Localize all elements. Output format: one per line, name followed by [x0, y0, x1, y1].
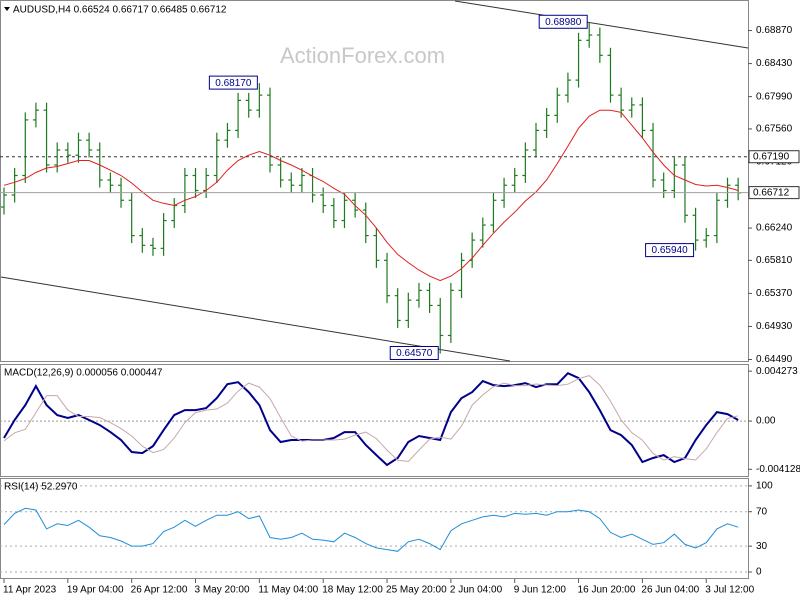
x-tick-label: 11 Apr 2023	[3, 585, 57, 596]
annotation-label: 0.68980	[545, 17, 582, 28]
x-tick-label: 11 May 04:00	[258, 585, 318, 596]
y-tick-label: 100	[756, 481, 773, 492]
annotation-box	[538, 14, 588, 29]
y-tick-label: 0.65370	[756, 288, 793, 299]
signal-line	[3, 375, 739, 463]
panel-title: RSI(14) 52.2970	[4, 482, 78, 493]
y-tick-label: 0.004273	[756, 366, 798, 377]
annotation-label: 0.64570	[396, 348, 433, 359]
y-tick-label: 30	[756, 541, 768, 552]
y-tick-label: -0.004128	[756, 464, 800, 475]
title-arrow	[4, 7, 10, 11]
watermark: ActionForex.com	[280, 43, 445, 68]
x-tick-label: 16 Jun 20:00	[578, 585, 636, 596]
y-tick-label: 0.64930	[756, 321, 793, 332]
x-tick-label: 26 Jun 04:00	[641, 585, 699, 596]
x-tick-label: 3 May 20:00	[195, 585, 250, 596]
y-tick-label: 0.00	[756, 416, 776, 427]
rsi-line	[3, 507, 739, 552]
x-tick-label: 26 Apr 12:00	[131, 585, 188, 596]
level-label: 0.67190	[753, 151, 790, 162]
y-tick-label: 0	[756, 567, 762, 578]
x-tick-label: 2 Jun 04:00	[450, 585, 503, 596]
y-tick-label: 0.66240	[756, 223, 793, 234]
annotation-box	[645, 243, 695, 258]
x-tick-label: 3 Jul 12:00	[705, 585, 754, 596]
y-tick-label: 0.64490	[756, 354, 793, 365]
price-panel	[0, 0, 749, 362]
x-tick-label: 9 Jun 12:00	[514, 585, 567, 596]
panel-title: MACD(12,26,9) 0.000056 0.000447	[4, 368, 163, 379]
annotation-box	[389, 345, 439, 360]
moving-average	[3, 109, 739, 282]
level-label: 0.66712	[753, 187, 790, 198]
level-box	[748, 186, 800, 200]
y-tick-label: 0.68430	[756, 58, 793, 69]
macd-panel	[0, 364, 749, 477]
level-box	[748, 150, 800, 164]
annotation-label: 0.65940	[652, 245, 689, 256]
x-tick-label: 19 Apr 04:00	[67, 585, 124, 596]
annotation-box	[208, 75, 258, 90]
y-tick-label: 0.67560	[756, 124, 793, 135]
channel-upper	[454, 0, 749, 49]
y-tick-label: 0.65810	[756, 255, 793, 266]
rsi-panel	[0, 478, 749, 579]
x-tick-label: 18 May 12:00	[322, 585, 383, 596]
y-tick-label: 70	[756, 506, 768, 517]
x-tick-label: 25 May 20:00	[386, 585, 447, 596]
annotation-label: 0.68170	[215, 78, 252, 89]
y-tick-label: 0.67990	[756, 91, 793, 102]
macd-line	[3, 371, 739, 467]
panel-title: AUDUSD,H4 0.66524 0.66717 0.66485 0.6671…	[13, 5, 227, 16]
y-tick-label: 0.68870	[756, 25, 793, 36]
